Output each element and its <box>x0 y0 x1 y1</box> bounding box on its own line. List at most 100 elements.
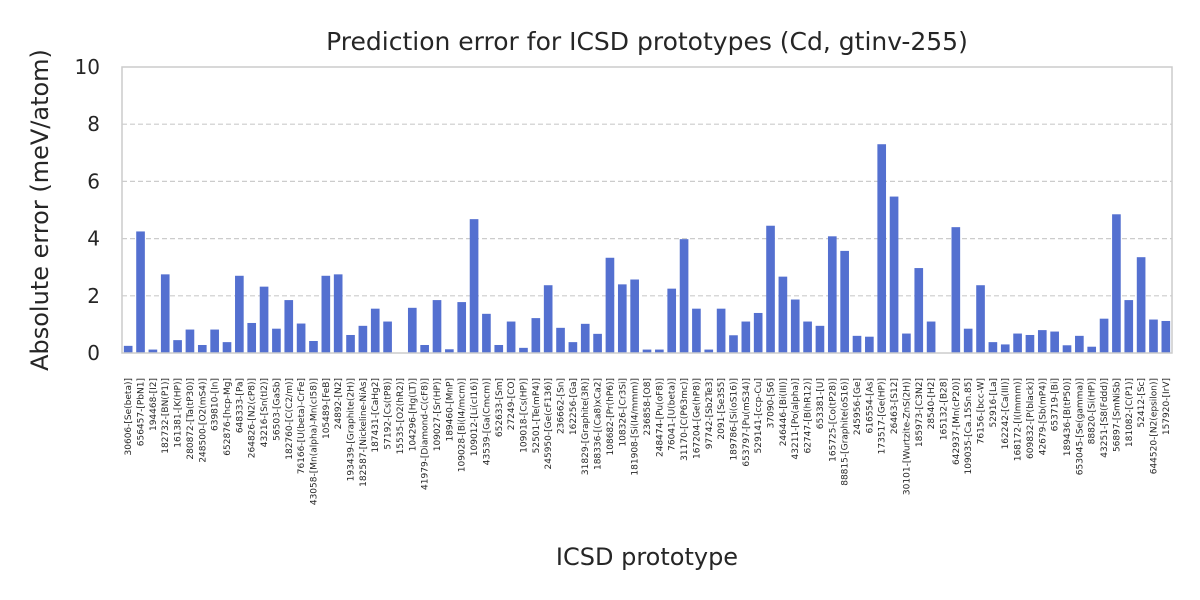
x-tick-label: 161381-[K(HP)] <box>174 378 184 448</box>
x-tick-label: 109035-[Ca.15Sn.85] <box>964 378 974 474</box>
x-tick-label: 76166-[U(beta)-CrFe] <box>297 378 307 474</box>
x-tick-label: 76156-[bcc-W] <box>977 378 987 444</box>
bar <box>543 285 553 353</box>
x-tick-label: 248500-[O2(mS4)] <box>198 378 208 463</box>
bar <box>976 285 985 353</box>
x-tick-label: 43251-[S8(Fddd)] <box>1100 378 1110 458</box>
x-tick-label: 108682-[Pr(hP6)] <box>606 378 616 455</box>
x-tick-label: 653797-[Pu(mS34)] <box>742 378 752 467</box>
bar <box>1112 214 1121 353</box>
bar <box>1037 330 1047 353</box>
bar <box>531 318 541 353</box>
bar <box>642 349 652 353</box>
x-tick-label: 639810-[In] <box>211 378 221 431</box>
x-tick-label: 236662-[Sn] <box>557 378 567 434</box>
x-tick-label: 193439-[Graphite(2H)] <box>347 378 357 481</box>
bar <box>1050 331 1059 353</box>
x-tick-label: 182760-[C(C2/m)] <box>285 378 295 460</box>
x-tick-label: 165725-[Co(tP28)] <box>828 378 838 462</box>
bar <box>420 344 429 353</box>
x-tick-label: 652876-[hcp-Mg] <box>223 378 233 456</box>
x-tick-label: 165132-[B28] <box>939 378 949 440</box>
bar <box>1124 300 1134 353</box>
x-tick-label: 648333-[Pa] <box>235 378 245 433</box>
x-tick-label: 185973-[C3N2] <box>915 378 925 447</box>
bar <box>877 144 887 353</box>
bar <box>123 345 133 353</box>
bar <box>358 325 368 353</box>
y-tick-label: 4 <box>87 227 100 251</box>
x-tick-label: 88820-[Si(HP)] <box>1088 378 1098 444</box>
bar <box>568 342 578 353</box>
x-tick-label: 187431-[CaHg2] <box>371 378 381 453</box>
x-tick-label: 616554-[As] <box>865 378 875 433</box>
x-tick-label: 104296-[Hg(LT)] <box>408 378 418 451</box>
bar <box>321 275 331 353</box>
bar <box>790 299 800 353</box>
x-axis-label: ICSD prototype <box>556 543 738 571</box>
x-tick-label: 609832-[P(black)] <box>1026 378 1036 459</box>
bar <box>741 321 751 353</box>
bar <box>1062 345 1072 353</box>
x-tick-label: 264826-[N2(cP8)] <box>248 378 258 458</box>
bar <box>309 340 318 353</box>
bar <box>247 322 257 353</box>
bar <box>753 312 763 353</box>
bar <box>766 225 775 353</box>
y-tick-label: 6 <box>87 169 100 193</box>
y-tick-label: 0 <box>87 341 100 365</box>
bar <box>185 329 195 353</box>
bar <box>1013 333 1022 353</box>
x-tick-label: 162256-[Ga] <box>569 378 579 435</box>
bar <box>655 349 664 353</box>
bar <box>494 344 504 353</box>
bar <box>617 284 627 353</box>
x-tick-label: 246446-[Bi(III)] <box>779 378 789 446</box>
bar <box>988 342 998 353</box>
x-tick-label: 248474-[Pu(oF8)] <box>655 378 665 457</box>
x-tick-label: 653381-[U] <box>816 378 826 429</box>
chart-title: Prediction error for ICSD prototypes (Cd… <box>326 27 968 56</box>
bar <box>679 239 689 353</box>
bar <box>815 325 825 353</box>
bar <box>729 335 738 353</box>
bar <box>889 196 899 353</box>
x-tick-label: 109027-[Sr(HP)] <box>433 378 443 451</box>
x-tick-label: 30606-[Se(beta)] <box>124 378 134 455</box>
gridlines <box>122 123 1172 297</box>
x-tick-label: 105489-[FeB] <box>322 378 332 439</box>
y-tick-labels: 0 2 4 6 8 10 <box>75 55 100 365</box>
x-tick-label: 529141-[ccp-Cu] <box>754 378 764 453</box>
bar <box>902 333 911 353</box>
x-tick-label: 167204-[Ge(hP8)] <box>692 378 702 459</box>
y-tick-label: 10 <box>75 55 100 79</box>
x-tick-label: 28540-[H2] <box>927 378 937 429</box>
x-tick-label: 41979-[Diamond-C(cF8)] <box>421 378 431 490</box>
bar <box>210 329 219 353</box>
bar <box>963 328 973 353</box>
x-tick-label: 52412-[Sc] <box>1137 378 1147 428</box>
x-tick-label: 27249-[CO] <box>507 378 517 430</box>
bar <box>926 321 936 353</box>
bar <box>556 327 565 353</box>
y-tick-label: 2 <box>87 284 100 308</box>
bar <box>469 219 479 353</box>
x-tick-label: 43211-[Po(alpha)] <box>791 378 801 459</box>
bar <box>1087 346 1097 353</box>
bar <box>445 349 454 353</box>
bar <box>605 257 615 353</box>
x-tick-label: 168172-[I(Immm)] <box>1014 378 1024 461</box>
x-tick-label: 173517-[Ge(HP)] <box>878 378 888 454</box>
x-tick-label: 181908-[Si(I4/mmm)] <box>631 378 641 476</box>
x-tick-label: 109012-[Li(cI16)] <box>470 378 480 456</box>
x-tick-label: 157920-[IrV] <box>1162 378 1172 435</box>
bar <box>148 349 158 353</box>
bar <box>827 236 837 353</box>
bar <box>272 328 281 353</box>
x-tick-label: 194468-[I2] <box>149 378 159 431</box>
x-tick-label: 188336-[(Ca8)xCa2] <box>594 378 604 470</box>
x-tick-label: 31170-[C(P63mc)] <box>680 378 690 461</box>
x-tick-label: 236858-[O8] <box>643 378 653 435</box>
bar <box>580 323 590 353</box>
